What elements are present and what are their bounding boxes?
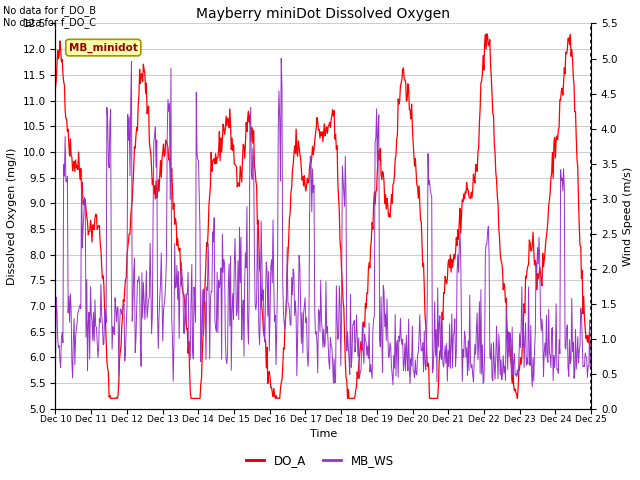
Legend: DO_A, MB_WS: DO_A, MB_WS [241,449,399,472]
Text: No data for f_DO_B
No data for f_DO_C: No data for f_DO_B No data for f_DO_C [3,5,96,28]
Text: MB_minidot: MB_minidot [69,42,138,53]
Y-axis label: Dissolved Oxygen (mg/l): Dissolved Oxygen (mg/l) [7,147,17,285]
Y-axis label: Wind Speed (m/s): Wind Speed (m/s) [623,167,633,266]
Title: Mayberry miniDot Dissolved Oxygen: Mayberry miniDot Dissolved Oxygen [196,7,451,21]
X-axis label: Time: Time [310,430,337,440]
